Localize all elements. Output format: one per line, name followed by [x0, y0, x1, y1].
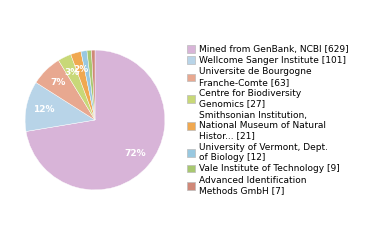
Wedge shape	[92, 50, 95, 120]
Text: 2%: 2%	[73, 65, 88, 74]
Wedge shape	[25, 83, 95, 132]
Wedge shape	[26, 50, 165, 190]
Text: 12%: 12%	[33, 105, 54, 114]
Text: 3%: 3%	[65, 68, 80, 77]
Wedge shape	[71, 52, 95, 120]
Wedge shape	[81, 51, 95, 120]
Wedge shape	[87, 50, 95, 120]
Legend: Mined from GenBank, NCBI [629], Wellcome Sanger Institute [101], Universite de B: Mined from GenBank, NCBI [629], Wellcome…	[187, 45, 348, 195]
Text: 72%: 72%	[124, 150, 146, 158]
Text: 7%: 7%	[51, 78, 66, 87]
Wedge shape	[59, 54, 95, 120]
Wedge shape	[36, 60, 95, 120]
